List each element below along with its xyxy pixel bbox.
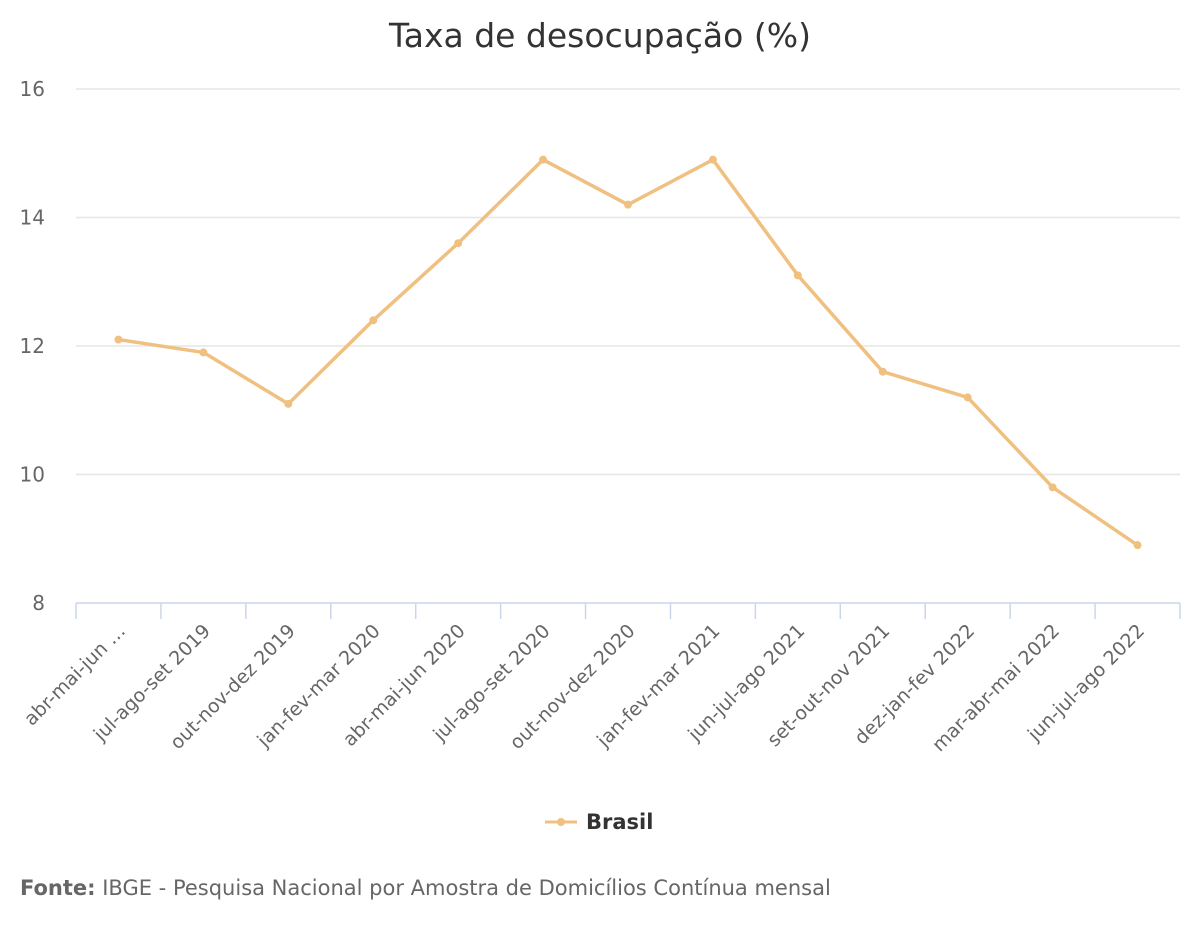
series-brasil[interactable] — [114, 155, 1142, 550]
data-point[interactable] — [369, 316, 378, 325]
data-point[interactable] — [199, 348, 208, 357]
y-axis-ticks: 8 10 12 14 16 — [20, 77, 45, 615]
data-point[interactable] — [708, 155, 717, 164]
y-tick-label: 12 — [20, 334, 45, 358]
x-axis-ticks: abr-mai-jun …jul-ago-set 2019out-nov-dez… — [20, 620, 1149, 756]
data-point[interactable] — [284, 399, 293, 408]
source-text: IBGE - Pesquisa Nacional por Amostra de … — [95, 876, 831, 900]
data-point[interactable] — [963, 393, 972, 402]
data-point[interactable] — [624, 200, 632, 209]
gridlines — [76, 88, 1180, 476]
legend-label-brasil[interactable]: Brasil — [586, 810, 653, 834]
data-point[interactable] — [454, 239, 463, 248]
legend-marker-icon — [557, 818, 565, 826]
data-point[interactable] — [539, 155, 548, 164]
legend[interactable]: Brasil — [545, 810, 653, 834]
source-note: Fonte: IBGE - Pesquisa Nacional por Amos… — [20, 876, 831, 900]
data-point[interactable] — [1133, 541, 1142, 550]
data-point[interactable] — [793, 271, 802, 280]
chart-title: Taxa de desocupação (%) — [388, 16, 811, 55]
y-tick-label: 10 — [20, 463, 45, 487]
data-point[interactable] — [114, 335, 123, 344]
data-point[interactable] — [1048, 483, 1057, 492]
x-axis — [75, 602, 1181, 619]
y-tick-label: 8 — [32, 591, 45, 615]
y-tick-label: 16 — [20, 77, 45, 101]
data-point[interactable] — [878, 367, 887, 376]
source-label: Fonte: — [20, 876, 96, 900]
y-tick-label: 14 — [20, 206, 45, 230]
